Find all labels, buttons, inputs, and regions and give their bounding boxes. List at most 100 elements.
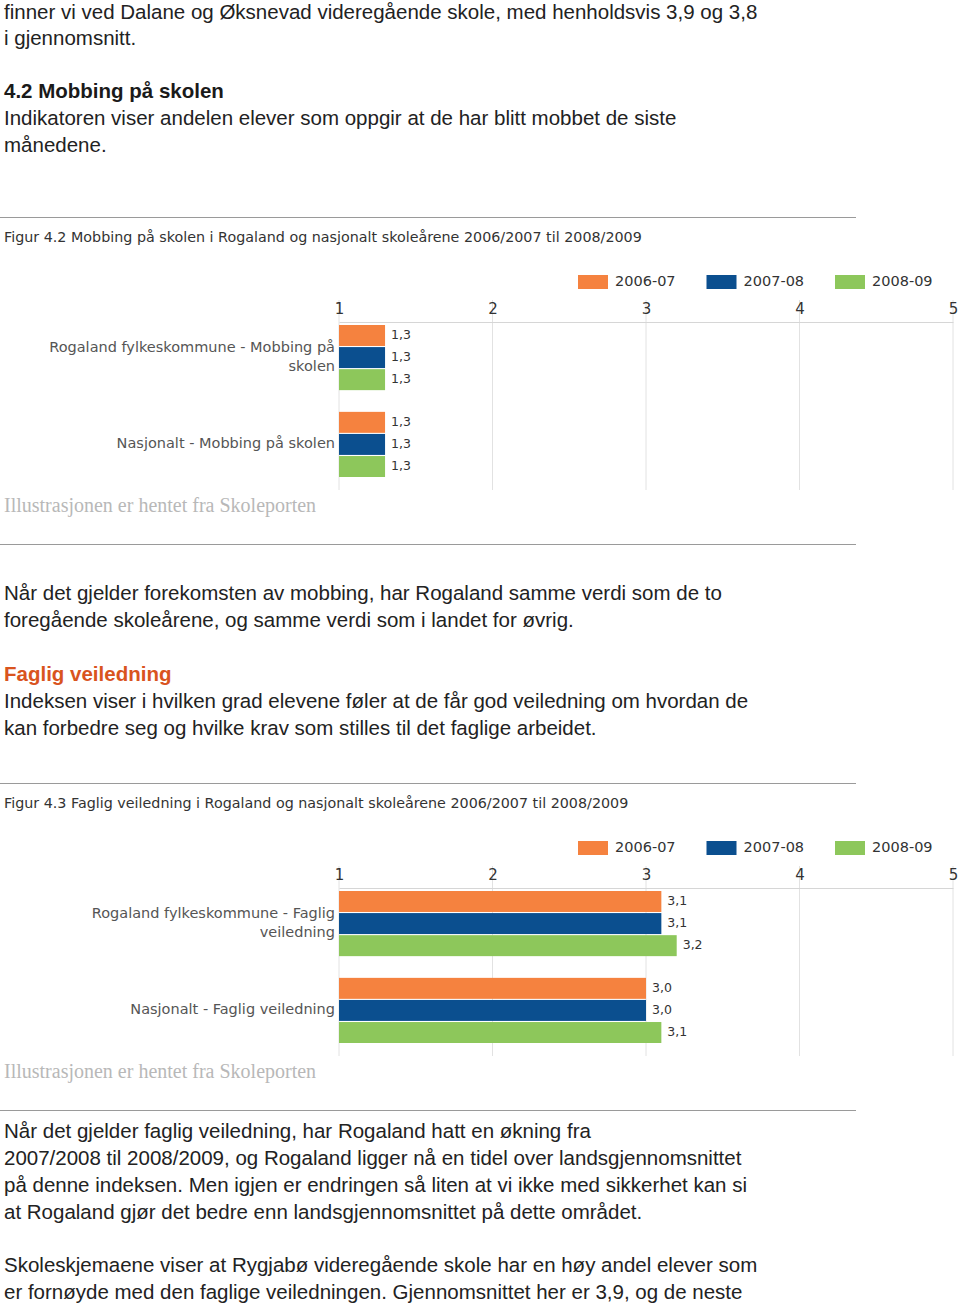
chart: Figur 4.3 Faglig veiledning i Rogaland o… — [0, 784, 958, 1111]
tick: 5 — [949, 866, 959, 888]
tick-label: 3 — [642, 866, 652, 884]
legend-label: 2006-07 — [615, 273, 676, 289]
grid-line — [953, 300, 954, 490]
bar — [339, 913, 661, 934]
bar — [339, 412, 385, 433]
tick: 2 — [488, 300, 498, 322]
paragraph-line: kan forbedre seg og hvilke krav som stil… — [4, 716, 597, 739]
tick: 1 — [335, 300, 345, 322]
tick-label: 5 — [949, 866, 959, 884]
category-label-line: Rogaland fylkeskommune - Faglig — [92, 905, 335, 921]
tick: 2 — [488, 866, 498, 888]
paragraph-line: finner vi ved Dalane og Øksnevad videreg… — [4, 0, 757, 23]
bar — [339, 434, 385, 455]
paragraph-line: 2007/2008 til 2008/2009, og Rogaland lig… — [4, 1146, 742, 1169]
category-label-line: Nasjonalt - Faglig veiledning — [130, 1001, 335, 1017]
paragraph-line: på denne indeksen. Men igjen er endringe… — [4, 1173, 747, 1196]
category-label-line: Rogaland fylkeskommune - Mobbing på — [49, 339, 335, 355]
x-axis: 1 2 3 4 5 — [335, 300, 959, 323]
tick-label: 2 — [488, 300, 498, 318]
source-note: Illustrasjonen er hentet fra Skoleporten — [4, 494, 316, 517]
tick: 4 — [795, 866, 805, 888]
paragraph-line: foregående skoleårene, og samme verdi so… — [4, 608, 574, 631]
legend-label: 2007-08 — [744, 273, 805, 289]
bars — [339, 325, 385, 477]
bar — [339, 935, 677, 956]
grid-line — [799, 866, 800, 1056]
paragraph-line: Skoleskjemaene viser at Rygjabø videregå… — [4, 1253, 757, 1276]
legend: 2006-07 2007-08 2008-09 — [578, 273, 933, 289]
legend: 2006-072007-082008-09 — [578, 839, 933, 855]
grid — [339, 866, 953, 1056]
legend-swatch — [707, 841, 737, 855]
chart-title: Figur 4.2 Mobbing på skolen i Rogaland o… — [4, 229, 642, 245]
tick-label: 3 — [642, 300, 652, 318]
paragraph-line: Når det gjelder faglig veiledning, har R… — [4, 1119, 591, 1142]
bar — [339, 325, 385, 346]
grid-line — [646, 300, 647, 490]
tick: 3 — [642, 300, 652, 322]
legend-swatch — [578, 841, 608, 855]
paragraph-line: Når det gjelder forekomsten av mobbing, … — [4, 581, 722, 604]
paragraph-line: at Rogaland gjør det bedre enn landsgjen… — [4, 1200, 642, 1223]
bar — [339, 1000, 646, 1021]
legend-swatch — [835, 841, 865, 855]
bar — [339, 1022, 661, 1043]
section-heading: Faglig veiledning — [4, 662, 171, 685]
figure-rule — [0, 1110, 856, 1111]
legend-swatch — [835, 275, 865, 289]
bar — [339, 978, 646, 999]
paragraph-line: i gjennomsnitt. — [4, 26, 136, 49]
data-labels: 3,13,03,13,03,23,1 — [652, 893, 703, 1039]
data-label: 3,0 — [652, 980, 672, 995]
grid-line — [953, 866, 954, 1056]
data-label: 1,3 — [391, 371, 411, 386]
tick-label: 1 — [335, 300, 345, 318]
legend-swatch — [578, 275, 608, 289]
category-label-line: Nasjonalt - Mobbing på skolen — [117, 435, 335, 451]
tick-label: 4 — [795, 866, 805, 884]
data-label: 1,3 — [391, 349, 411, 364]
bars — [339, 891, 677, 1043]
paragraph-line: er fornøyde med den faglige veiledningen… — [4, 1280, 742, 1303]
tick-label: 1 — [335, 866, 345, 884]
data-label: 1,3 — [391, 414, 411, 429]
tick: 3 — [642, 866, 652, 888]
page: finner vi ved Dalane og Øksnevad videreg… — [0, 0, 960, 1307]
figure-rule — [0, 217, 856, 218]
legend-label: 2006-07 — [615, 839, 676, 855]
paragraph-line: Indeksen viser i hvilken grad elevene fø… — [4, 689, 748, 712]
data-label: 1,3 — [391, 436, 411, 451]
data-label: 3,2 — [683, 937, 703, 952]
category-label: Nasjonalt - Mobbing på skolen — [117, 435, 335, 451]
legend-swatch — [707, 275, 737, 289]
bar — [339, 891, 661, 912]
legend-label: 2008-09 — [872, 273, 933, 289]
category-label: Rogaland fylkeskommune - Mobbing på skole… — [49, 339, 335, 374]
source-note: Illustrasjonen er hentet fra Skoleporten — [4, 1060, 316, 1083]
data-label: 1,3 — [391, 458, 411, 473]
bar — [339, 347, 385, 368]
grid — [339, 300, 953, 490]
section-heading: 4.2 Mobbing på skolen — [4, 79, 224, 102]
data-labels: 1,31,31,31,31,31,3 — [391, 327, 411, 473]
axis-line — [340, 888, 954, 889]
category-label-line: skolen — [289, 358, 335, 374]
figure-rule — [0, 544, 856, 545]
category-label: Rogaland fylkeskommune - Fagligveilednin… — [92, 905, 335, 940]
x-axis: 1 2 3 4 5 — [335, 866, 959, 889]
grid-line — [799, 300, 800, 490]
category-label: Nasjonalt - Faglig veiledning — [130, 1001, 335, 1017]
data-label: 3,1 — [667, 893, 687, 908]
bar — [339, 456, 385, 477]
chart: Figur 4.2 Mobbing på skolen i Rogaland o… — [0, 218, 958, 545]
tick-label: 5 — [949, 300, 959, 318]
tick-label: 2 — [488, 866, 498, 884]
data-label: 3,1 — [667, 915, 687, 930]
data-label: 3,0 — [652, 1002, 672, 1017]
page-canvas: finner vi ved Dalane og Øksnevad videreg… — [0, 0, 960, 1307]
chart-title: Figur 4.3 Faglig veiledning i Rogaland o… — [4, 795, 628, 811]
tick-label: 4 — [795, 300, 805, 318]
paragraph-line: månedene. — [4, 133, 107, 156]
figure-rule — [0, 783, 856, 784]
